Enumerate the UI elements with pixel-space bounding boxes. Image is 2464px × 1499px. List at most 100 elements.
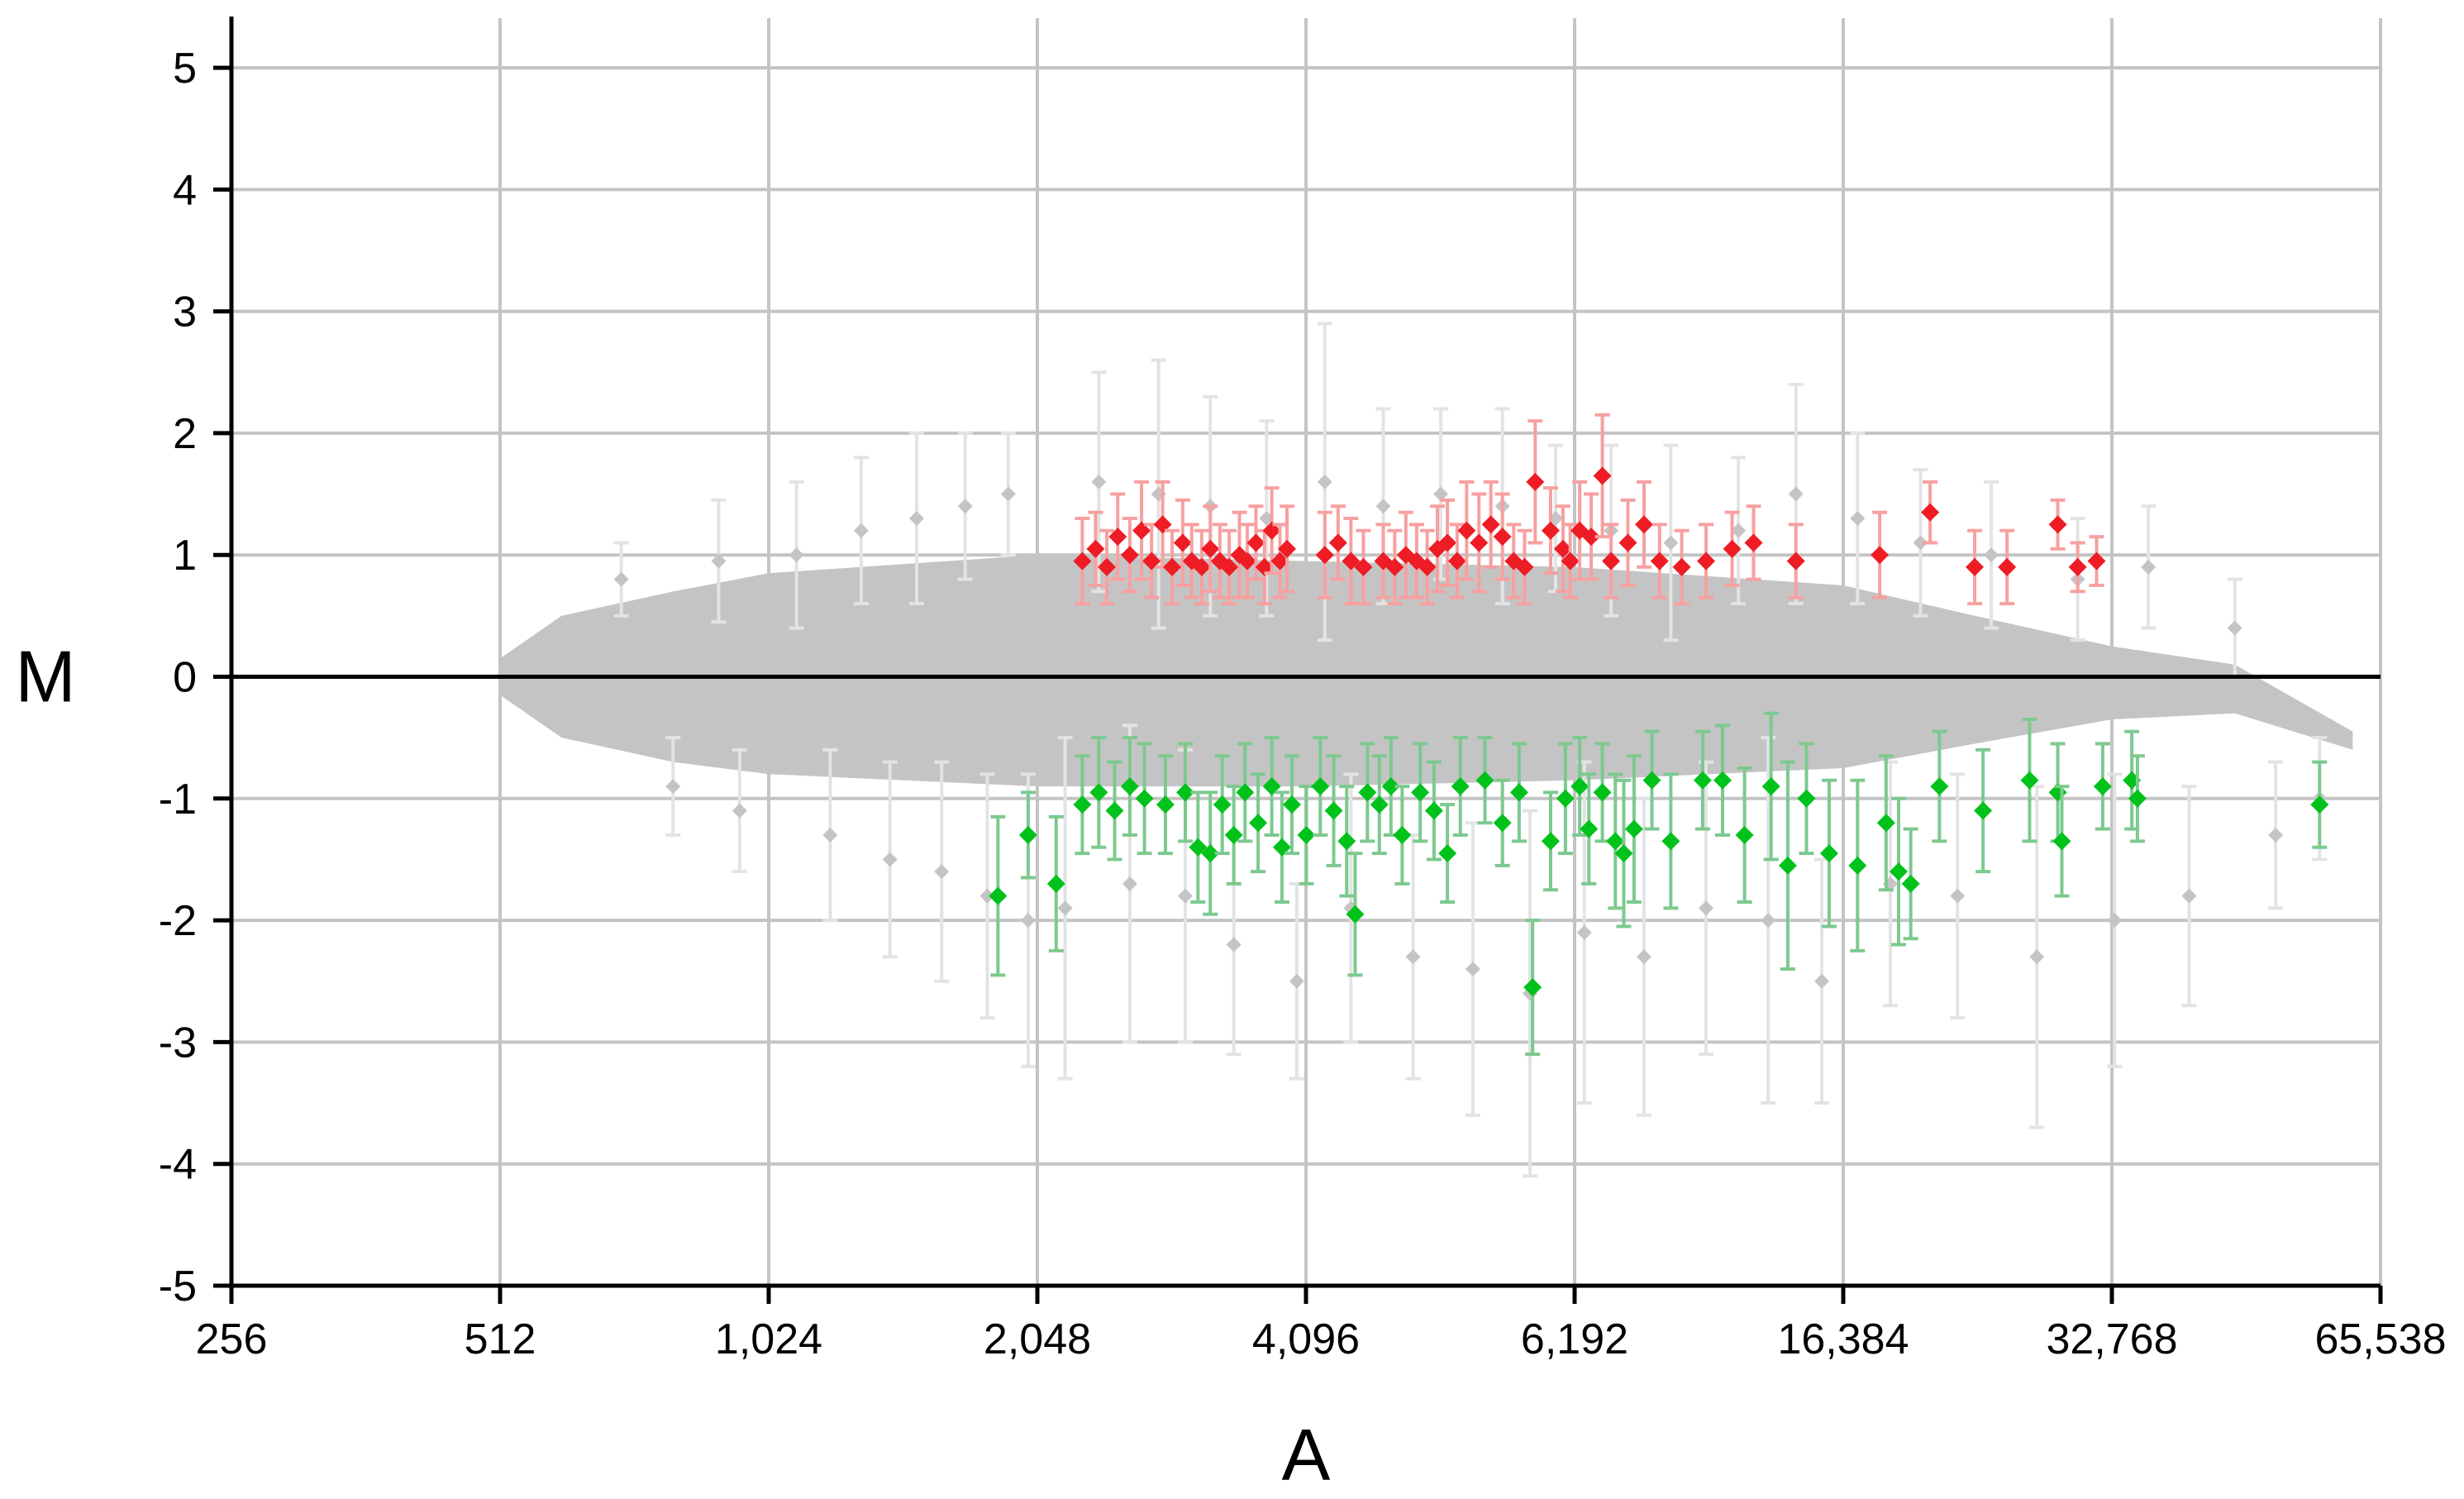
background-point-marker [1813,973,1829,989]
down-point-marker [1411,783,1430,802]
up-regulated-points [1073,413,2106,606]
y-tick-label: -5 [159,1263,197,1310]
up-point [1120,517,1139,594]
down-point [1606,772,1625,910]
up-point [1108,492,1127,581]
down-point [1411,742,1430,843]
up-point-marker [1447,551,1466,570]
up-point-marker [1098,557,1117,576]
background-point [613,541,629,618]
up-point [1270,523,1289,599]
background-point-marker [882,852,898,867]
x-tick-label: 512 [465,1315,536,1363]
background-point-marker [711,553,727,569]
down-point [1661,772,1680,910]
down-point-marker [1556,789,1575,808]
up-point [1593,413,1612,539]
up-point [1073,517,1092,606]
up-point [1173,498,1192,588]
up-point [1871,510,1890,599]
up-point [1396,510,1415,599]
down-point-marker [1249,814,1268,833]
up-point-marker [1723,539,1742,558]
background-point [1813,857,1829,1105]
down-point [2048,742,2067,843]
up-point-marker [1650,551,1669,570]
down-point-marker [1901,874,1920,893]
down-point-marker [1236,783,1255,802]
down-point-marker [1930,777,1949,796]
down-point-marker [989,886,1008,905]
background-point-marker [979,888,995,904]
down-point-marker [1593,783,1612,802]
background-point-marker [1788,486,1804,502]
up-point-marker [1108,528,1127,547]
down-point [1624,754,1643,905]
down-point [1901,827,1920,941]
up-point [1635,480,1654,569]
down-point-marker [2052,832,2071,851]
y-tick-label: 2 [173,410,197,458]
down-point-marker [1570,777,1589,796]
down-point [1370,754,1389,856]
up-point-marker [1354,557,1373,576]
up-point [1315,510,1334,599]
down-point-marker [1073,795,1092,814]
background-point [2029,785,2045,1129]
up-point-marker [1515,557,1534,576]
down-point-marker [1693,771,1712,790]
background-point-marker [934,864,950,880]
background-point-marker [2227,620,2242,636]
down-point [1213,754,1232,856]
down-point [1073,754,1092,856]
down-point-marker [1889,862,1908,881]
background-point [789,480,804,630]
background-point-marker [1950,888,1966,904]
down-point [1236,742,1255,843]
background-point-marker [789,547,804,563]
down-point-marker [1624,819,1643,838]
down-point [1282,754,1301,856]
down-point [1493,778,1512,867]
up-point-marker [1201,539,1220,558]
up-point [1447,523,1466,599]
up-point [1786,523,1805,599]
up-point-marker [1237,551,1256,570]
y-tick-label: -3 [159,1019,197,1067]
down-point-marker [1778,856,1797,875]
background-point [979,772,995,1019]
down-point-marker [1337,832,1356,851]
down-point [1381,736,1400,837]
up-point [1744,504,1763,581]
up-point [1526,419,1545,545]
up-point-marker [1385,557,1404,576]
up-point-marker [1270,551,1289,570]
background-point [1000,431,1016,557]
background-point-marker [1637,949,1652,965]
up-point-marker [2087,551,2106,570]
down-point-marker [1438,844,1457,863]
down-point-marker [1358,783,1377,802]
down-point [2128,754,2147,843]
down-point [1889,796,1908,947]
up-point-marker [1635,515,1654,534]
up-point-marker [1173,533,1192,552]
background-band [500,555,2353,787]
down-point [1974,747,1993,874]
up-point-marker [1541,521,1560,540]
down-point [1175,742,1194,843]
background-point-marker [1177,888,1193,904]
up-point-marker [1220,557,1239,576]
up-point [1342,517,1361,606]
up-point [1246,504,1265,581]
down-point [1642,729,1661,831]
down-point-marker [1509,783,1528,802]
down-point-marker [1661,832,1680,851]
background-point [2141,504,2157,630]
up-point [1220,528,1239,606]
down-point-marker [1797,789,1816,808]
x-tick-label: 32,768 [2046,1315,2177,1363]
background-point [853,456,869,606]
up-point-marker [1120,546,1139,565]
